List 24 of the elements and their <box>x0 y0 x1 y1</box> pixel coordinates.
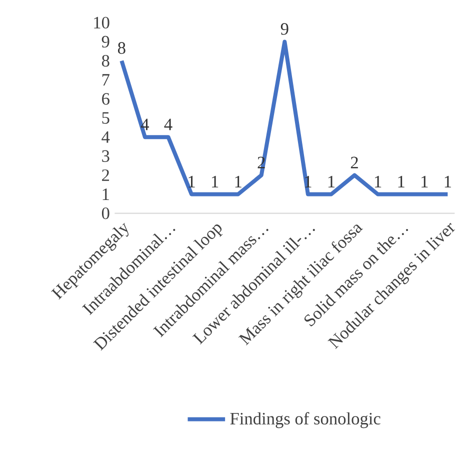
data-label: 1 <box>188 176 195 188</box>
data-label: 9 <box>280 23 288 35</box>
y-tick-label: 10 <box>94 16 110 29</box>
data-label: 8 <box>118 42 126 54</box>
legend-label: Findings of sonologic <box>230 412 380 428</box>
data-label: 1 <box>235 176 242 188</box>
data-label: 1 <box>398 176 404 188</box>
y-tick-label: 2 <box>102 169 110 181</box>
y-tick-label: 7 <box>102 74 110 86</box>
y-tick-label: 6 <box>102 93 110 105</box>
data-label: 1 <box>375 176 382 188</box>
data-label: 1 <box>212 176 218 188</box>
y-tick-label: 5 <box>102 112 110 124</box>
y-tick-label: 1 <box>102 188 109 200</box>
data-label: 4 <box>164 118 172 130</box>
data-label: 1 <box>328 176 335 188</box>
data-label: 1 <box>444 176 451 188</box>
data-label: 2 <box>350 156 358 168</box>
y-tick-label: 0 <box>102 207 110 220</box>
y-tick-label: 9 <box>102 36 110 48</box>
data-label: 1 <box>422 176 428 188</box>
y-tick-label: 3 <box>102 150 110 162</box>
y-tick-label: 8 <box>102 54 110 67</box>
y-tick-label: 4 <box>102 131 110 143</box>
